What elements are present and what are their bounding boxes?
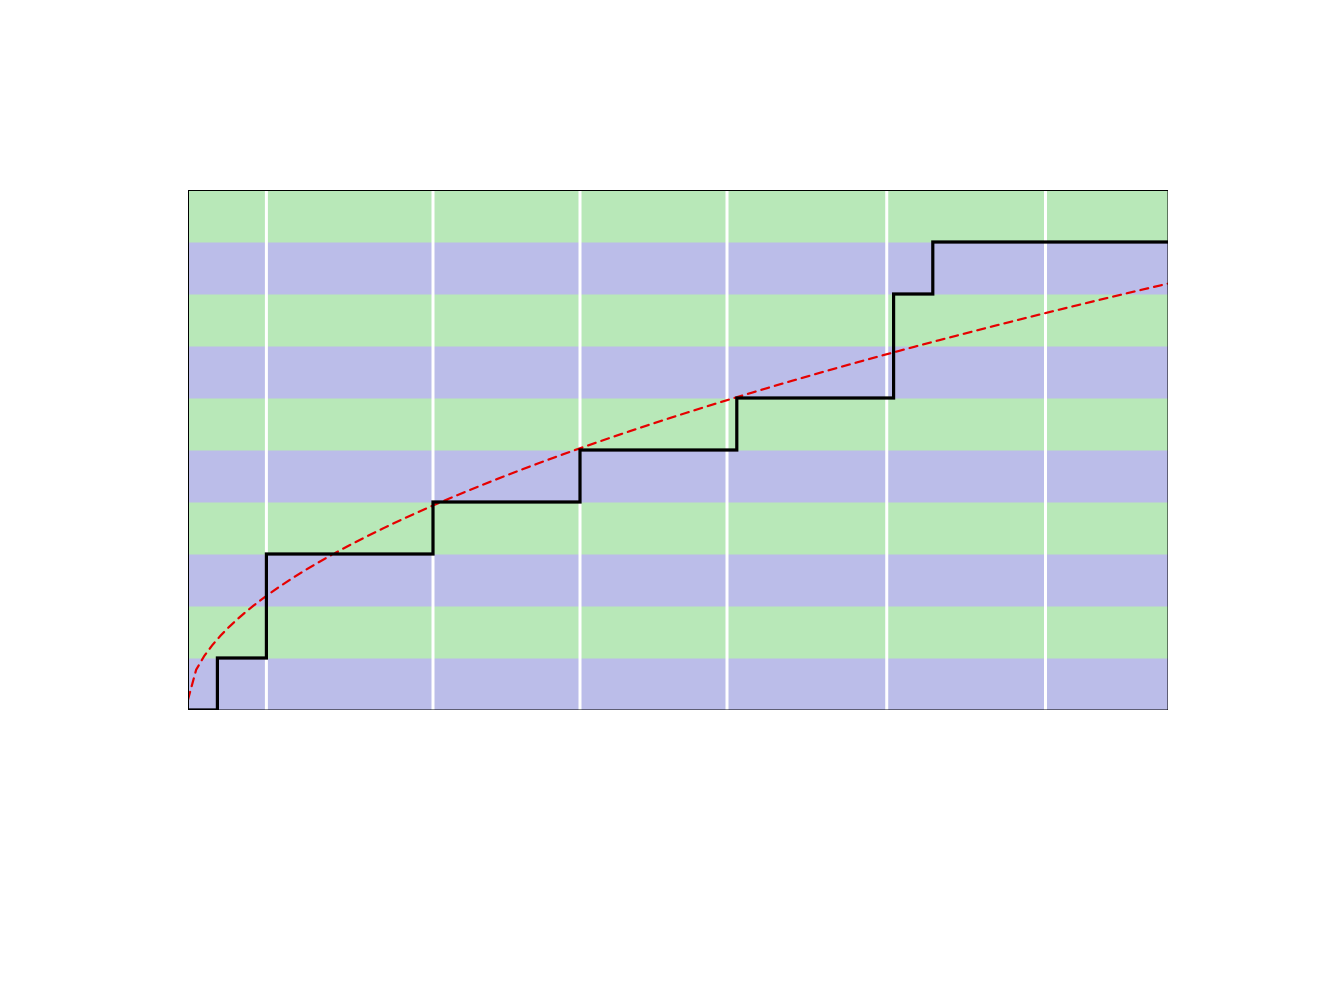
chart-plot-area (188, 190, 1168, 710)
band-2 (188, 554, 1168, 607)
band-1 (188, 606, 1168, 659)
band-9 (188, 190, 1168, 243)
band-4 (188, 450, 1168, 503)
band-6 (188, 346, 1168, 399)
chart-svg (188, 190, 1168, 710)
band-8 (188, 242, 1168, 295)
band-0 (188, 658, 1168, 710)
band-3 (188, 502, 1168, 555)
band-5 (188, 398, 1168, 451)
